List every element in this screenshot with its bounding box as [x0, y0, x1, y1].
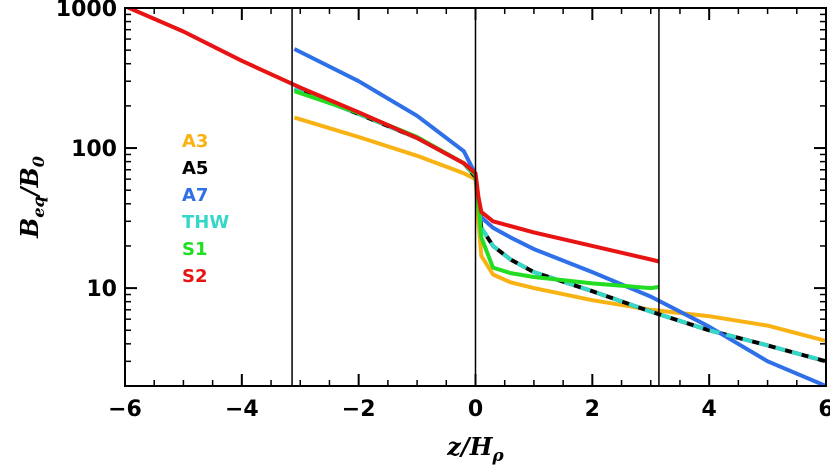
y-axis-title-sub: eq — [29, 196, 48, 217]
x-axis-title-sub: ρ — [491, 446, 504, 466]
x-tick-label: 2 — [585, 397, 600, 422]
legend-label-a5: A5 — [182, 158, 208, 179]
series-line-a3 — [293, 115, 826, 343]
series-layer — [125, 8, 826, 386]
series-line-thw — [293, 86, 826, 364]
series-line-a7 — [293, 47, 826, 386]
y-tick-label: 100 — [71, 137, 117, 162]
legend-label-a7: A7 — [182, 185, 208, 206]
legend-label-s1: S1 — [182, 239, 208, 260]
legend-label-s2: S2 — [182, 266, 208, 287]
x-tick-label: 4 — [702, 397, 717, 422]
y-axis-title-main: B — [15, 218, 44, 239]
tick-layer: −6 −4 −2 0 2 4 6 10 100 1000 — [56, 0, 830, 422]
y-axis-title-sub2: 0 — [29, 156, 48, 167]
x-axis-title-main: z/H — [446, 432, 493, 461]
x-tick-label: 6 — [818, 397, 830, 422]
vline-layer — [291, 8, 660, 386]
y-tick-label: 10 — [86, 277, 117, 302]
legend-label-a3: A3 — [182, 131, 208, 152]
x-axis-title: z/Hρ — [446, 432, 504, 466]
legend-layer: A3 A5 A7 THW S1 S2 — [182, 131, 229, 287]
x-tick-label: −2 — [342, 397, 376, 422]
y-axis-title: Beq/B0 — [15, 156, 48, 239]
y-axis-title-sep: /B — [15, 167, 44, 198]
x-tick-label: 0 — [468, 397, 483, 422]
legend-label-thw: THW — [182, 212, 229, 233]
x-tick-label: −4 — [225, 397, 259, 422]
y-tick-label: 1000 — [56, 0, 117, 22]
x-tick-label: −6 — [108, 397, 142, 422]
